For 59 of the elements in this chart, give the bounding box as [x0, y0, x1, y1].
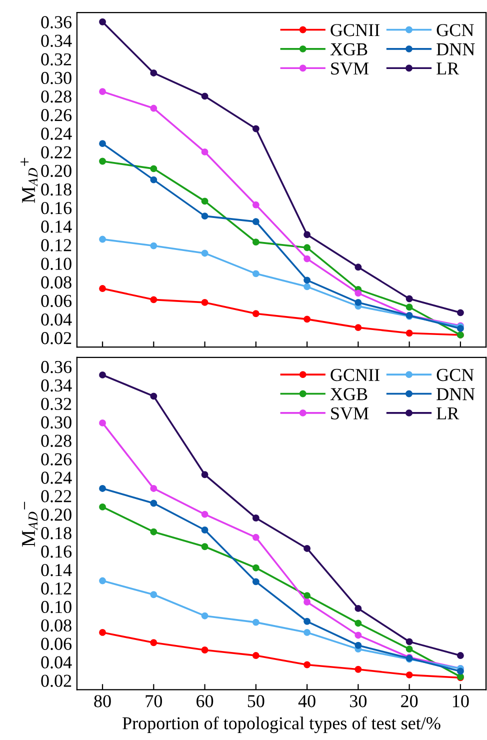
legend-label: LR	[436, 62, 460, 74]
y-tick-label: 0.30	[41, 416, 72, 429]
y-tick-label: 0.10	[41, 258, 72, 270]
y-tick-label: 0.04	[41, 313, 72, 326]
x-tick-label: 40	[298, 695, 316, 708]
y-tick-label: 0.28	[41, 90, 72, 103]
y-tick-label: 0.10	[41, 600, 72, 614]
y-tick-label: 0.04	[41, 656, 72, 669]
legend-label: XGB	[330, 43, 368, 56]
x-tick-label: 50	[248, 695, 264, 708]
y-tick-label: 0.22	[41, 490, 72, 502]
x-tick-label: 80	[94, 695, 111, 708]
legend-label: SVM	[331, 407, 369, 420]
y-tick-label: 0.02	[41, 674, 72, 687]
y-tick-label: 0.26	[41, 453, 72, 466]
y-tick-label: 0.28	[41, 434, 72, 448]
legend-label: DNN	[436, 388, 475, 400]
x-tick-label: 60	[196, 695, 214, 708]
x-tick-label: 20	[401, 695, 418, 708]
y-tick-label: 0.06	[41, 294, 72, 308]
y-tick-label: 0.12	[41, 582, 72, 595]
legend-label: XGB	[330, 388, 368, 400]
y-tick-label: 0.36	[41, 360, 72, 374]
y-tick-label: 0.24	[41, 472, 72, 484]
y-tick-label: 0.32	[41, 398, 72, 410]
y-tick-label: 0.20	[41, 164, 72, 178]
legend-label: GCN	[436, 368, 474, 382]
y-tick-label: 0.08	[41, 619, 72, 632]
y-tick-label: 0.34	[41, 379, 72, 392]
y-tick-label: 0.06	[41, 638, 72, 650]
y-tick-label: 0.18	[41, 527, 72, 540]
x-tick-label: 30	[350, 695, 367, 708]
y-axis-title: M$_{AD}$$^{−}$	[22, 502, 38, 547]
x-axis-title: Proportion of topological types of test set/%	[122, 716, 440, 734]
y-tick-label: 0.26	[41, 109, 72, 122]
y-tick-label: 0.16	[41, 545, 72, 558]
y-tick-label: 0.24	[41, 128, 72, 140]
legend-label: SVM	[331, 62, 369, 75]
y-tick-label: 0.22	[41, 146, 72, 158]
legend-label: GCNII	[330, 368, 380, 382]
y-tick-label: 0.08	[41, 276, 72, 289]
legend-label: GCN	[436, 24, 474, 36]
y-tick-label: 0.18	[41, 183, 72, 196]
y-tick-label: 0.02	[41, 332, 72, 344]
y-tick-label: 0.36	[41, 16, 72, 28]
y-tick-label: 0.30	[41, 72, 72, 84]
x-tick-label: 10	[453, 695, 469, 708]
y-tick-label: 0.32	[41, 53, 72, 66]
y-tick-label: 0.20	[41, 508, 72, 521]
x-tick-label: 70	[146, 695, 162, 708]
legend-label: GCNII	[330, 24, 380, 36]
y-tick-label: 0.34	[41, 34, 72, 47]
y-tick-label: 0.12	[41, 239, 72, 252]
y-tick-label: 0.16	[41, 202, 72, 214]
y-tick-label: 0.14	[41, 220, 72, 233]
y-tick-label: 0.14	[41, 564, 72, 576]
legend-label: DNN	[436, 43, 475, 56]
legend-label: LR	[436, 407, 460, 420]
y-axis-title: M$_{AD}$$^{+}$	[20, 158, 38, 203]
